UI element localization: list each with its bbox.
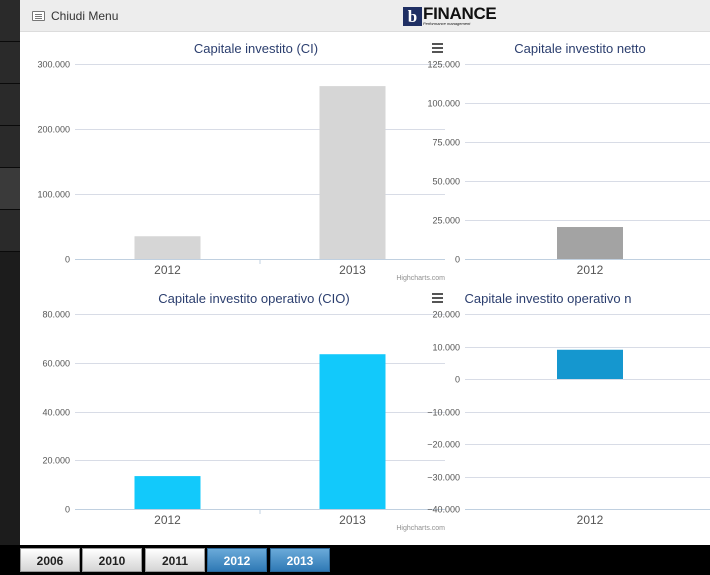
bar-2012 [134, 236, 201, 259]
menu-line [432, 51, 443, 53]
menu-panel-icon [32, 11, 45, 21]
x-tick-label: 2012 [577, 513, 604, 527]
y-tick-label: 75.000 [432, 138, 460, 148]
y-tick-label: 80.000 [42, 310, 70, 320]
y-tick-label: 10.000 [432, 343, 460, 353]
chart-panel-2: Capitale investito netto 0 25.000 50.000 75.… [427, 41, 710, 277]
close-menu-button[interactable]: Chiudi Menu [32, 6, 118, 26]
y-tick-label: 20.000 [432, 310, 460, 320]
y-tick-label: 100.000 [37, 190, 70, 200]
chart-menu-icon[interactable] [432, 43, 443, 53]
menu-line [432, 43, 443, 45]
year-tab-2012[interactable]: 2012 [207, 548, 267, 572]
y-tick-label: 200.000 [37, 125, 70, 135]
chart-menu-icon[interactable] [432, 293, 443, 303]
menu-line [432, 301, 443, 303]
y-tick-label: 40.000 [42, 408, 70, 418]
close-menu-label: Chiudi Menu [51, 9, 119, 23]
year-tab-2006[interactable]: 2006 [20, 548, 80, 572]
side-menu-item[interactable] [0, 0, 20, 42]
logo-word: FINANCE [423, 4, 497, 23]
y-tick-label: 0 [455, 375, 460, 385]
side-menu-item[interactable] [0, 168, 20, 210]
y-tick-label: 125.000 [427, 60, 460, 70]
chart-title: Capitale investito (CI) [194, 41, 318, 56]
header-bar: Chiudi Menu b FINANCE Performance manage… [20, 0, 710, 32]
x-tick-label: 2012 [577, 263, 604, 277]
charts-area: Capitale investito (CI) 0 100.000 200.000 30… [20, 32, 710, 545]
x-tick-label: 2012 [154, 263, 181, 277]
y-tick-label: 0 [65, 505, 70, 515]
y-tick-label: 25.000 [432, 216, 460, 226]
chart-panel-1: Capitale investito (CI) 0 100.000 200.000 30… [37, 41, 445, 282]
bar-2012 [134, 476, 201, 509]
chart-panel-3: Capitale investito operativo (CIO) 0 20.00… [42, 291, 445, 532]
y-tick-label: 0 [455, 255, 460, 265]
side-menu [0, 0, 20, 545]
bar-2012 [557, 227, 623, 259]
y-tick-label: −30.000 [427, 473, 460, 483]
bar-2013 [319, 86, 386, 259]
y-tick-label: 60.000 [42, 359, 70, 369]
side-menu-item[interactable] [0, 126, 20, 168]
year-tab-2013[interactable]: 2013 [270, 548, 330, 572]
y-tick-label: −20.000 [427, 440, 460, 450]
menu-line [432, 293, 443, 295]
chart-panel-4: Capitale investito operativo n −40.000 −30… [427, 291, 710, 527]
side-menu-item[interactable] [0, 84, 20, 126]
app-window: Chiudi Menu b FINANCE Performance manage… [20, 0, 710, 545]
x-tick-label: 2013 [339, 263, 366, 277]
side-menu-item[interactable] [0, 210, 20, 252]
bar-2013 [319, 354, 386, 509]
year-tabs: 2006 2010 2011 2012 2013 [0, 545, 710, 575]
y-tick-label: 0 [65, 255, 70, 265]
charts-svg: Capitale investito (CI) 0 100.000 200.000 30… [37, 41, 710, 532]
menu-line [432, 297, 443, 299]
logo-letter: b [403, 7, 422, 26]
y-tick-label: −10.000 [427, 408, 460, 418]
chart-title: Capitale investito operativo n [465, 291, 632, 306]
logo-text: FINANCE Performance management [423, 4, 497, 26]
chart-title: Capitale investito operativo (CIO) [158, 291, 349, 306]
year-tab-2011[interactable]: 2011 [145, 548, 205, 572]
y-tick-label: 300.000 [37, 60, 70, 70]
y-tick-label: 50.000 [432, 177, 460, 187]
chart-title: Capitale investito netto [514, 41, 646, 56]
year-tab-2010[interactable]: 2010 [82, 548, 142, 572]
bar-2012 [557, 349, 623, 379]
highcharts-credits: Highcharts.com [396, 525, 445, 532]
bfinance-logo: b FINANCE Performance management [403, 4, 497, 26]
x-tick-label: 2013 [339, 513, 366, 527]
y-tick-label: 20.000 [42, 456, 70, 466]
menu-line [432, 47, 443, 49]
highcharts-credits: Highcharts.com [396, 275, 445, 282]
y-tick-label: −40.000 [427, 505, 460, 515]
logo-tagline: Performance management [423, 21, 471, 26]
y-tick-label: 100.000 [427, 99, 460, 109]
x-tick-label: 2012 [154, 513, 181, 527]
side-menu-item[interactable] [0, 42, 20, 84]
